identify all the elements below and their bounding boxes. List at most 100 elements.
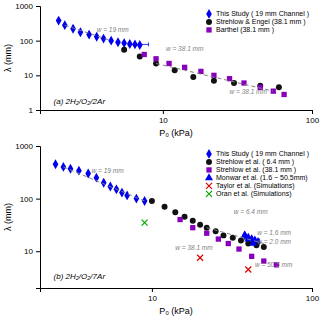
- point: [190, 218, 196, 224]
- legend-symbol: [205, 173, 213, 180]
- tick-label: 100: [306, 116, 320, 125]
- tick-mark: [36, 251, 40, 252]
- point: [53, 159, 59, 169]
- legend-item: Strehlow et al. ( 6.4 mm ): [206, 158, 294, 166]
- point: [115, 37, 121, 47]
- legend-label: Strehlow et al. ( 6.4 mm ): [216, 158, 294, 166]
- legend-label: Taylor et al. (Simulations): [216, 182, 295, 190]
- dashed-line: [207, 228, 264, 244]
- y-axis: 10 100 1000: [15, 142, 40, 288]
- legend-item: Barthel (38.1 mm ): [206, 26, 274, 34]
- axis-line: [41, 289, 313, 293]
- legend-label: Barthel (38.1 mm ): [216, 26, 274, 34]
- point: [190, 74, 196, 80]
- tick-label: 10: [148, 294, 157, 303]
- point: [61, 162, 67, 172]
- point: [213, 228, 219, 234]
- x-axis-label: P₀ (kPa): [159, 306, 193, 316]
- point: [142, 196, 148, 206]
- legend-item: Taylor et al. (Simulations): [206, 182, 295, 190]
- tick-label: 10: [159, 116, 168, 125]
- tick-mark: [36, 75, 40, 76]
- legend-symbol: [206, 9, 212, 19]
- y-axis-label: λ (mm): [3, 203, 13, 231]
- chart: 10 100 1 10 100 1000 w = 19 mm w = 38.1 mm w = 3…: [0, 0, 320, 320]
- legend-item: Oran et al. (Simulations): [206, 190, 291, 198]
- point: [142, 52, 147, 57]
- tick-label: 10: [24, 71, 33, 80]
- panel: 10 100 10 100 1000 w = 19 mm w = 6.4 mm w = 38.…: [3, 142, 320, 316]
- point: [127, 39, 133, 49]
- point: [177, 217, 182, 222]
- tick-mark: [36, 6, 40, 7]
- point: [204, 225, 210, 231]
- legend-symbol: [206, 167, 211, 172]
- annotation: w = 6.4 mm: [234, 208, 268, 215]
- point: [221, 232, 227, 238]
- tick: 1000: [15, 2, 40, 11]
- point: [137, 40, 143, 50]
- legend-symbol: [206, 27, 211, 32]
- tick: 10: [148, 288, 157, 303]
- panel-title: (b) 2H₂/O₂/7Ar: [54, 272, 106, 281]
- point: [226, 241, 231, 246]
- tick: 100: [20, 195, 40, 204]
- point: [244, 234, 252, 241]
- point: [68, 164, 74, 174]
- legend-item: Monwar et al. (1.6 − 50.5mm): [205, 173, 308, 182]
- tick-mark: [163, 110, 164, 114]
- annotation: w = 19 mm: [92, 167, 125, 174]
- annotation: w = 50.5 mm: [255, 261, 293, 268]
- point: [245, 266, 251, 272]
- dashed-line: [63, 167, 144, 201]
- tick: 1000: [15, 142, 40, 151]
- y-axis-label: λ (mm): [3, 44, 13, 72]
- point: [132, 39, 138, 49]
- tick-mark: [36, 41, 40, 42]
- point: [162, 204, 168, 210]
- point: [182, 65, 187, 70]
- point: [190, 225, 195, 230]
- point: [134, 194, 140, 204]
- point: [211, 78, 217, 84]
- point: [78, 27, 84, 37]
- legend-item: Strehlow & Engel (38.1 mm ): [206, 18, 305, 26]
- tick: 10: [159, 110, 168, 125]
- plot-marks: [56, 16, 287, 98]
- point: [197, 255, 203, 261]
- x-axis: 10 100: [41, 288, 320, 303]
- annotation: w = 38.1 mm: [175, 244, 213, 251]
- legend-item: This Study ( 19 mm Channel ): [206, 149, 309, 159]
- point: [261, 244, 267, 250]
- legend-symbol: [206, 19, 212, 25]
- tick: 100: [20, 37, 40, 46]
- tick-label: 1: [29, 106, 34, 115]
- point: [166, 61, 171, 66]
- x-axis-label: P₀ (kPa): [159, 128, 193, 138]
- tick: 100: [306, 288, 320, 303]
- legend-label: Strehlow & Engel (38.1 mm ): [216, 18, 305, 26]
- tick-mark: [36, 110, 40, 111]
- panel: 101001101001000w = 19 mmw = 38.1 mmw = 3…: [3, 2, 320, 138]
- legend-symbol: [206, 159, 212, 165]
- point: [276, 84, 282, 90]
- point: [281, 92, 286, 97]
- legend: This Study ( 19 mm Channel )Strehlow & E…: [206, 9, 309, 34]
- legend-symbol: [206, 191, 212, 197]
- chart-container: 10 100 1 10 100 1000 w = 19 mm w = 38.1 mm w = 3…: [0, 0, 320, 320]
- tick-mark: [36, 146, 40, 147]
- axis-line: [36, 147, 41, 289]
- legend-item: This Study ( 19 mm Channel ): [206, 9, 309, 19]
- point: [153, 56, 158, 61]
- legend-label: Oran et al. (Simulations): [216, 190, 291, 198]
- point: [271, 88, 276, 93]
- legend-label: This Study ( 19 mm Channel ): [216, 150, 309, 158]
- annotation: w = 38.1 mm: [230, 88, 268, 95]
- point: [142, 220, 148, 226]
- axis-line: [36, 7, 41, 111]
- point: [238, 238, 244, 244]
- point: [204, 231, 209, 236]
- tick-label: 10: [24, 247, 33, 256]
- legend-symbol: [206, 183, 212, 189]
- annotation: w = 1.6 mm: [257, 229, 291, 236]
